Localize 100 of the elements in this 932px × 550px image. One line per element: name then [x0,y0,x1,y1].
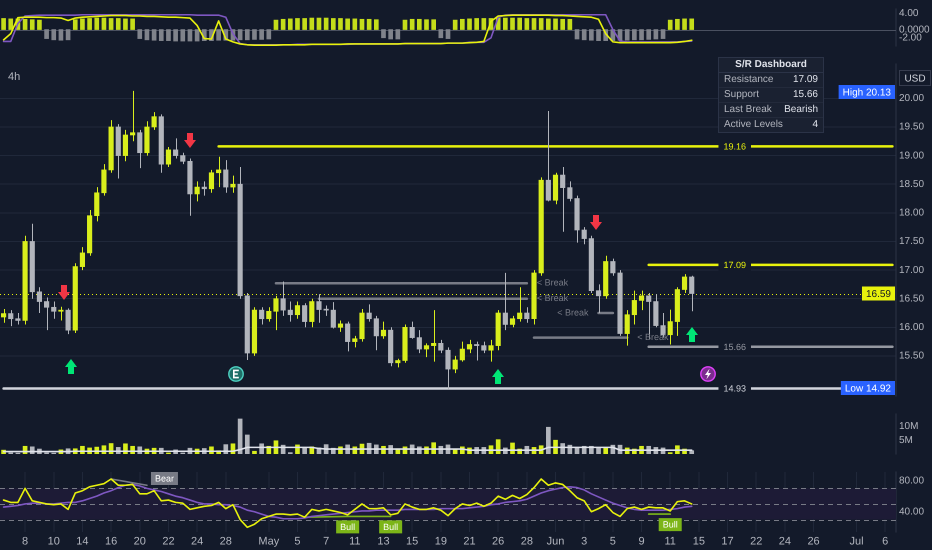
bar [51,29,56,40]
bar [274,20,278,30]
y-tick-label: 80.00 [899,475,924,486]
bar [252,29,257,40]
bar [309,18,314,30]
bar [188,29,192,42]
bar [482,18,486,30]
bar [158,29,164,41]
x-tick-label: 9 [638,536,645,548]
bar [446,29,450,39]
annotation: Bearish [784,103,818,117]
candlestick [8,310,14,327]
bar [87,18,92,30]
bar [654,29,658,40]
bar [22,18,28,30]
bar [360,18,364,30]
candlestick [202,180,207,196]
candlestick [610,258,616,276]
x-tick-label: 13 [377,536,390,548]
bar [194,29,200,42]
y-tick-label: -2.00 [899,32,922,44]
x-tick-label: 15 [692,536,706,548]
candlestick [410,321,415,340]
candlestick [338,320,344,332]
candlestick [596,284,602,314]
x-tick-label: 10 [48,536,60,548]
x-tick-label: May [258,536,280,548]
bar [374,19,379,30]
candlestick [266,306,272,322]
candlestick [330,302,336,329]
bar [238,418,242,454]
x-tick-label: 26 [807,536,820,548]
bar [474,18,479,30]
candlestick [567,180,572,202]
candlestick [316,294,322,324]
candlestick [560,166,566,232]
bar [553,18,558,30]
y-axis-title: USD [904,73,926,84]
annotation: Support [724,88,760,102]
bar [216,29,221,41]
y-tick-label: 5M [899,434,913,446]
bar [438,29,444,38]
bar [646,29,652,40]
candlestick [130,90,136,142]
bar [173,29,178,42]
bar [517,18,522,30]
x-tick-label: 24 [778,536,792,548]
bar [352,18,358,30]
bar [503,18,508,30]
y-tick-label: 16.50 [899,293,924,304]
bar [72,19,78,30]
candlestick [502,272,508,331]
bar [66,29,70,40]
y-tick-label: 19.50 [899,122,924,133]
bar [288,18,293,30]
candlestick [682,274,688,294]
text: 4h [8,71,20,84]
candlestick [416,330,422,354]
bar [417,18,422,30]
bar [532,18,536,30]
bar [538,18,544,30]
bar [302,448,307,454]
candlestick [352,335,358,348]
bar [280,18,286,30]
x-tick-label: 22 [750,536,762,548]
y-tick-label: 20.00 [899,93,924,104]
bar [524,18,530,30]
data-label: Bear [154,473,174,484]
x-tick-label: 15 [406,536,418,548]
x-tick-label: 19 [434,536,447,548]
candlestick [280,281,286,316]
x-tick-label: 28 [520,536,533,548]
candlestick [208,169,214,194]
bar [180,29,186,42]
y-tick-label: 18.00 [899,208,924,219]
bar [80,18,85,30]
annotation: Resistance [724,73,774,87]
bar [639,29,644,40]
x-tick-label: Jul [850,536,864,548]
x-tick-label: 20 [134,536,146,548]
x-tick-label: 11 [349,536,361,548]
candlestick [194,180,200,202]
y-tick-label: 19.00 [899,150,924,162]
candlestick [152,112,157,130]
bar [510,18,515,30]
bar [546,426,551,454]
bar [259,29,264,40]
x-tick-label: 26 [492,536,504,548]
bar [402,20,408,30]
candlestick [294,301,300,320]
candlestick [36,286,42,314]
series-label: < Break [536,278,569,288]
x-tick-label: 14 [76,536,89,548]
candlestick [44,297,50,331]
bar [460,18,465,30]
candlestick [51,301,56,320]
candlestick [166,146,172,168]
x-tick-label: 22 [162,536,175,548]
bar [589,29,594,41]
bar [424,19,429,30]
